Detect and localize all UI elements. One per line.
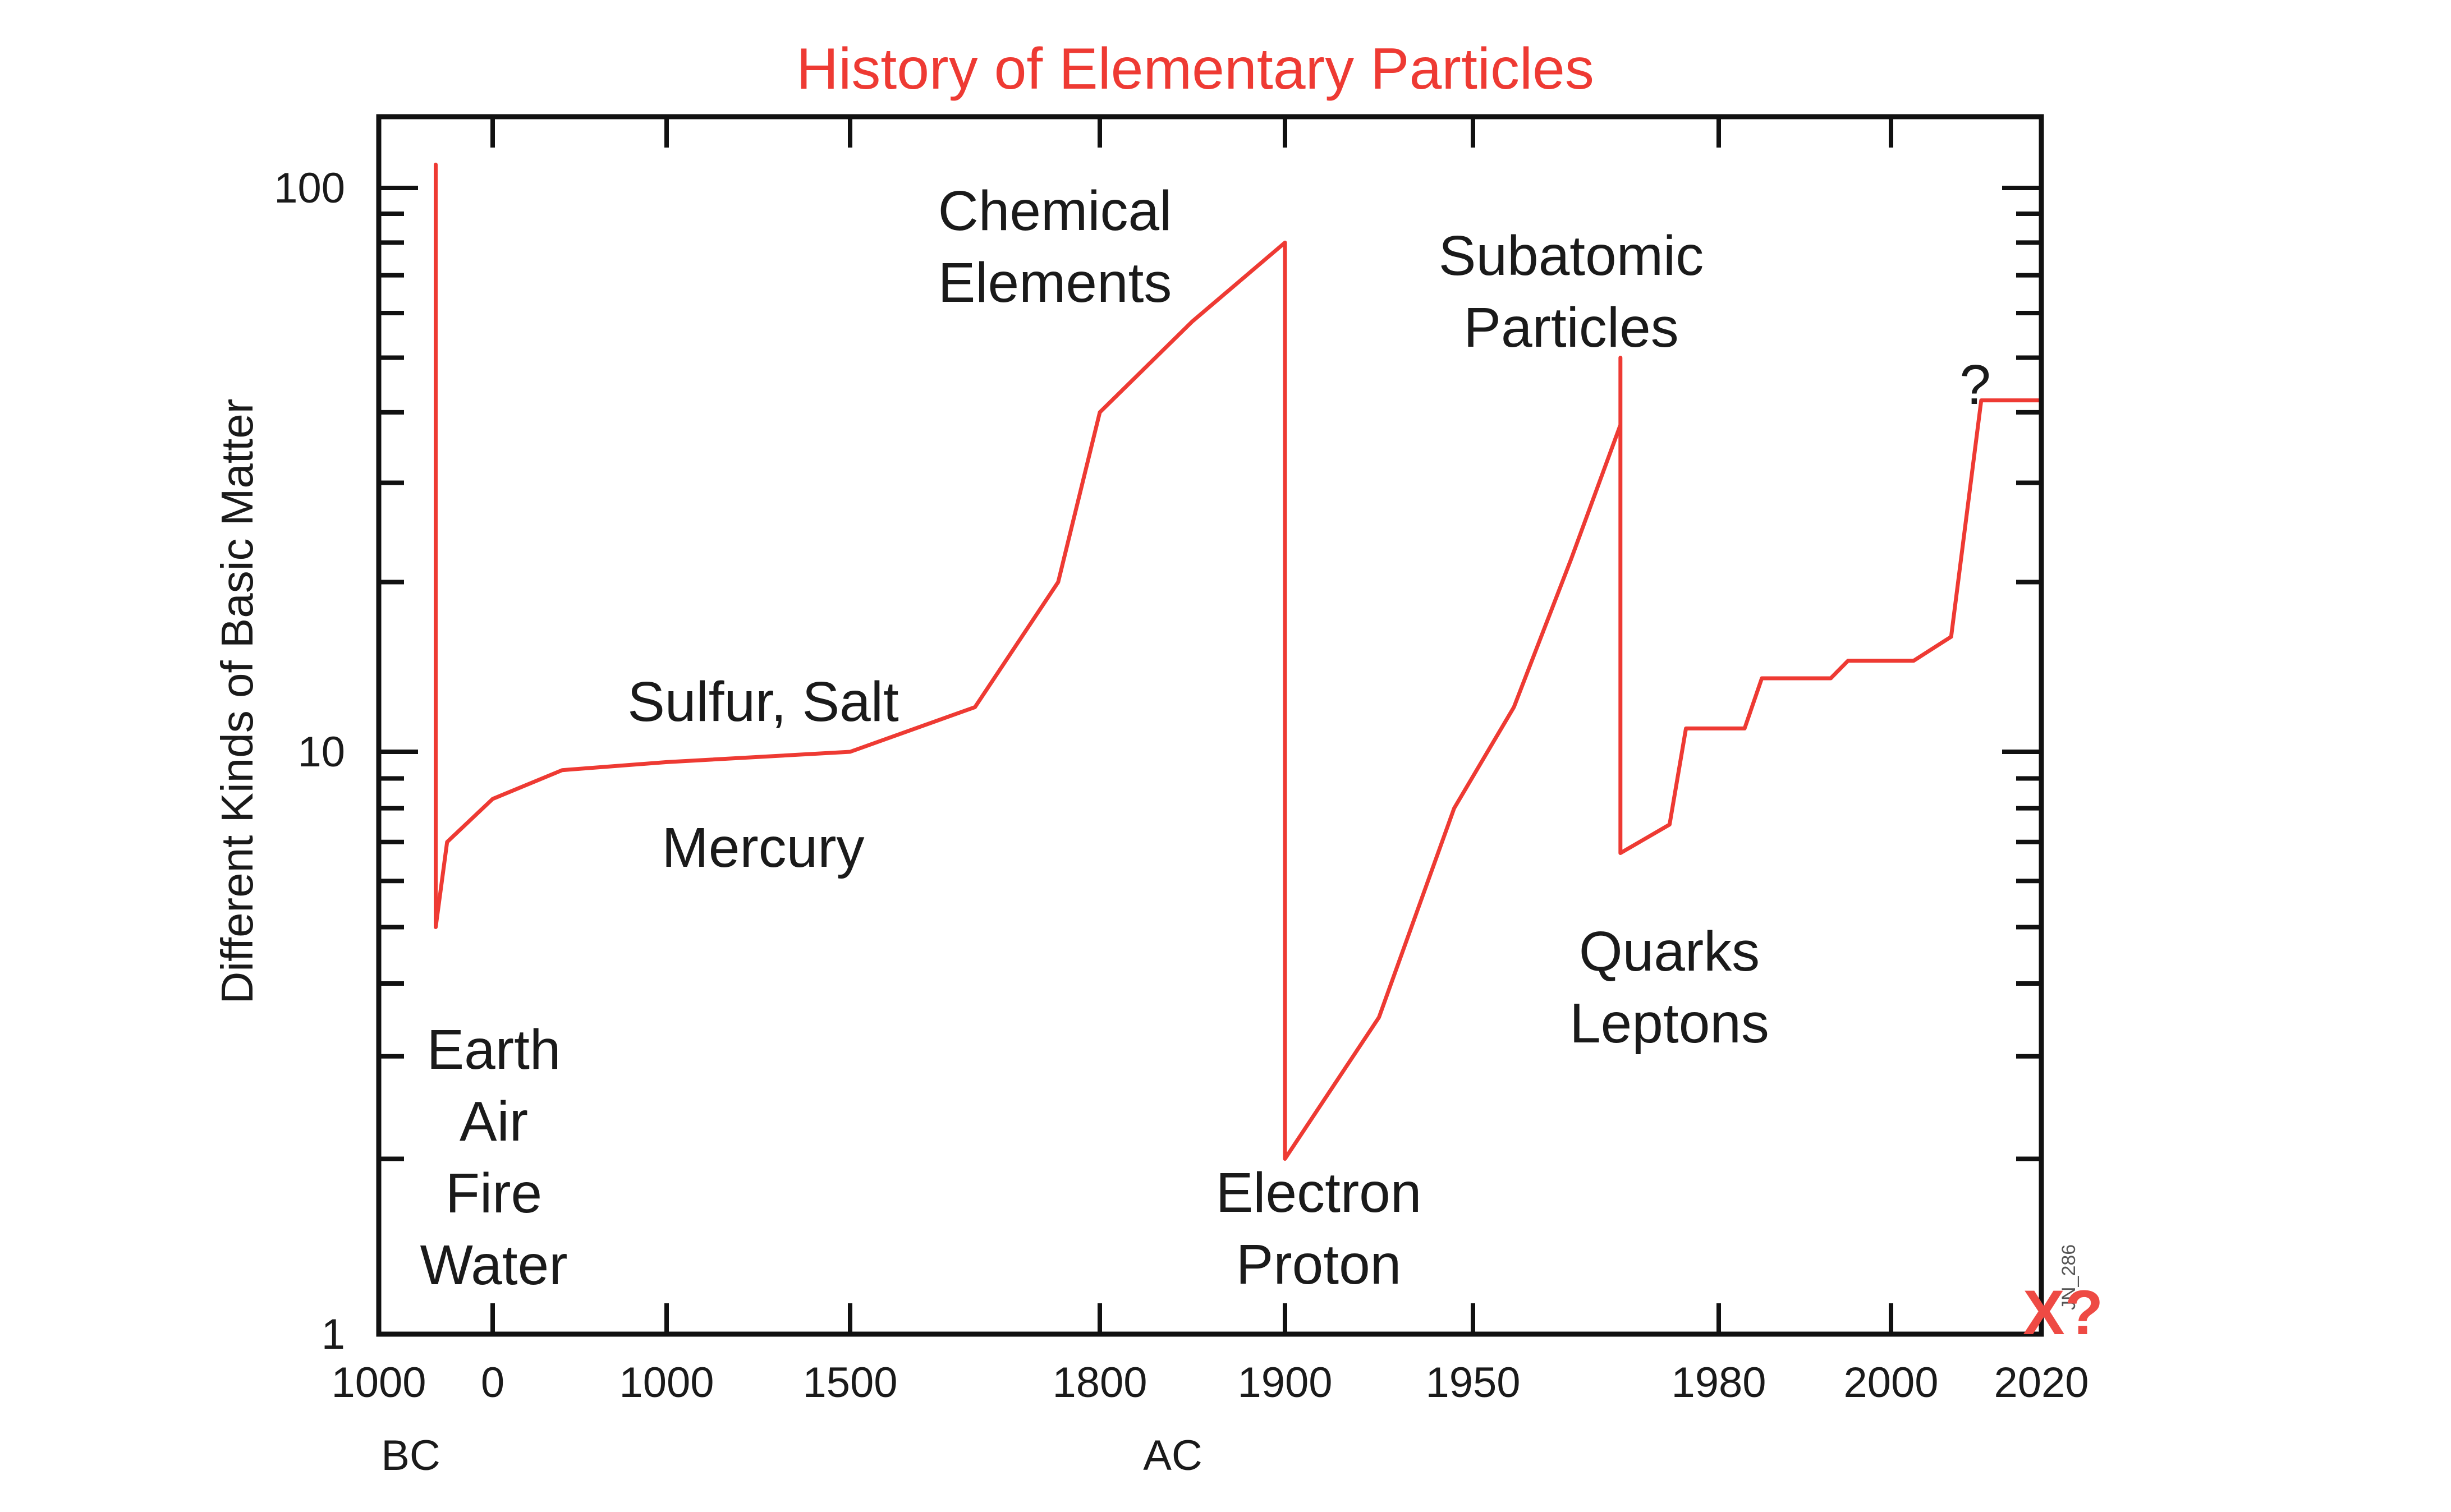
- annotation-label: Earth: [426, 1018, 561, 1081]
- era-label-ac: AC: [1143, 1432, 1202, 1479]
- axis-tick-labels: 1000 0 1000 1500 1800 1900 1950 1980 2000 2020 100…: [274, 164, 2089, 1407]
- credit-text: JN_286: [2058, 1244, 2080, 1310]
- annotation-label: Air: [460, 1090, 528, 1153]
- annotation-label: Quarks: [1579, 920, 1760, 983]
- x-tick-label: 0: [481, 1359, 504, 1407]
- corner-mark: X?: [2023, 1277, 2103, 1348]
- x-tick-label: 1950: [1425, 1359, 1520, 1407]
- annotation-label: Particles: [1463, 296, 1678, 359]
- chart-title: History of Elementary Particles: [796, 36, 1594, 102]
- annotation-label: Electron: [1216, 1161, 1422, 1224]
- annotation-label: Water: [420, 1234, 568, 1297]
- x-tick-label: 1980: [1671, 1359, 1766, 1407]
- annotations: Earth Air Fire Water Sulfur, Salt Mercury Chem…: [420, 180, 1991, 1297]
- x-tick-label: 1900: [1237, 1359, 1332, 1407]
- y-tick-label: 10: [297, 728, 345, 776]
- annotation-label: Leptons: [1569, 992, 1769, 1055]
- annotation-label: Sulfur, Salt: [627, 670, 899, 733]
- plot-frame: [376, 114, 2044, 1337]
- x-tick-label: 1000: [619, 1359, 714, 1407]
- y-tick-label: 1: [322, 1311, 345, 1358]
- x-tick-label: 2020: [1994, 1359, 2089, 1407]
- y-axis-label: Different Kinds of Basic Matter: [212, 399, 262, 1004]
- series-line: [434, 162, 2044, 1161]
- x-tick-label: 1000: [331, 1359, 426, 1407]
- annotation-label: Proton: [1236, 1233, 1402, 1296]
- x-tick-label: 2000: [1843, 1359, 1938, 1407]
- x-tick-label: 1800: [1052, 1359, 1147, 1407]
- annotation-label: Fire: [446, 1162, 542, 1225]
- y-tick-label: 100: [274, 164, 345, 212]
- annotation-label: Chemical: [938, 180, 1172, 242]
- annotation-label: Mercury: [662, 816, 864, 879]
- era-label-bc: BC: [381, 1432, 440, 1479]
- x-tick-label: 1500: [802, 1359, 897, 1407]
- annotation-label: Subatomic: [1439, 224, 1704, 287]
- annotation-label: ?: [1959, 353, 1991, 416]
- annotation-label: Elements: [938, 251, 1172, 314]
- axis-ticks: [379, 117, 2041, 1336]
